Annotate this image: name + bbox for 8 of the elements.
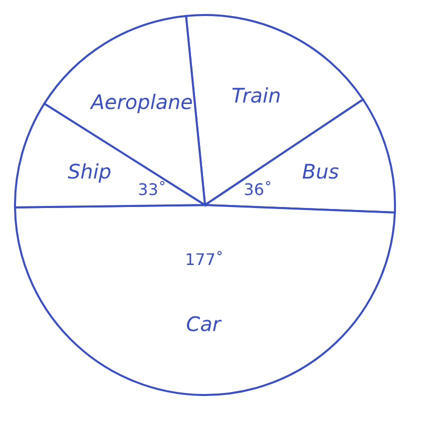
- slice-label: Ship: [68, 159, 112, 184]
- slice-label: Car: [186, 312, 222, 336]
- data-label: 36˚: [244, 180, 272, 200]
- data-label: 33˚: [138, 180, 166, 200]
- data-label: 177˚: [184, 250, 224, 269]
- slice-label: Bus: [302, 159, 339, 184]
- slice-label: Train: [232, 83, 281, 108]
- slice-label: Aeroplane: [88, 90, 193, 114]
